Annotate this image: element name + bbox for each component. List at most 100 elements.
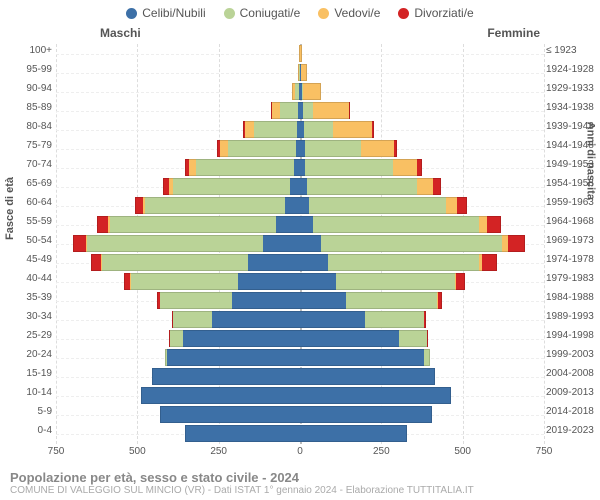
bar-male [271, 102, 300, 119]
segment-cel [300, 311, 365, 328]
bar-female [300, 45, 302, 62]
x-tick-label: 750 [48, 446, 65, 457]
bar-female [300, 368, 435, 385]
segment-div [349, 102, 350, 119]
bar-male [135, 197, 300, 214]
bar-male [152, 368, 300, 385]
x-tick-label: 0 [297, 446, 303, 457]
gridline-vertical [544, 44, 545, 444]
segment-cel [263, 235, 300, 252]
legend-dot-celibi [126, 8, 137, 19]
bar-female [300, 425, 407, 442]
segment-cel [152, 368, 300, 385]
legend-dot-vedovi [318, 8, 329, 19]
segment-div [372, 121, 374, 138]
segment-con [305, 159, 393, 176]
legend-label-divorziati: Divorziati/e [414, 6, 473, 20]
segment-cel [300, 368, 435, 385]
pyramid-row: 50-541969-1973 [56, 234, 544, 253]
birth-year-label: 1984-1988 [546, 293, 598, 303]
segment-con [196, 159, 294, 176]
header-female: Femmine [487, 26, 540, 40]
age-label: 45-49 [8, 255, 52, 265]
segment-con [336, 273, 455, 290]
bar-male [169, 330, 300, 347]
age-label: 20-24 [8, 350, 52, 360]
pyramid-row: 70-741949-1953 [56, 158, 544, 177]
segment-div [457, 197, 467, 214]
age-label: 75-79 [8, 141, 52, 151]
segment-cel [300, 216, 313, 233]
segment-con [102, 254, 248, 271]
age-label: 35-39 [8, 293, 52, 303]
segment-con [228, 140, 296, 157]
birth-year-label: 1964-1968 [546, 217, 598, 227]
birth-year-label: 1929-1933 [546, 84, 598, 94]
segment-ved [393, 159, 417, 176]
pyramid-row: 75-791944-1948 [56, 139, 544, 158]
age-label: 25-29 [8, 331, 52, 341]
pyramid-row: 80-841939-1943 [56, 120, 544, 139]
segment-div [91, 254, 101, 271]
segment-cel [300, 406, 432, 423]
bar-female [300, 102, 350, 119]
pyramid-row: 65-691954-1958 [56, 177, 544, 196]
age-label: 10-14 [8, 388, 52, 398]
segment-div [438, 292, 443, 309]
bar-male [97, 216, 300, 233]
age-label: 50-54 [8, 236, 52, 246]
segment-ved [301, 64, 308, 81]
segment-div [417, 159, 422, 176]
segment-con [328, 254, 479, 271]
legend-dot-divorziati [398, 8, 409, 19]
bar-male [157, 292, 300, 309]
birth-year-label: 2014-2018 [546, 407, 598, 417]
bar-male [165, 349, 300, 366]
segment-con [313, 216, 479, 233]
bar-female [300, 254, 497, 271]
legend-item-divorziati: Divorziati/e [398, 6, 473, 20]
age-label: 95-99 [8, 65, 52, 75]
birth-year-label: 1944-1948 [546, 141, 598, 151]
x-tick-label: 750 [536, 446, 553, 457]
segment-div [433, 178, 440, 195]
segment-ved [446, 197, 457, 214]
segment-con [145, 197, 285, 214]
population-pyramid-chart: Celibi/Nubili Coniugati/e Vedovi/e Divor… [0, 0, 600, 500]
plot-area: 100+≤ 192395-991924-192890-941929-193385… [56, 44, 544, 444]
bar-male [160, 406, 300, 423]
segment-cel [300, 387, 451, 404]
pyramid-row: 10-142009-2013 [56, 386, 544, 405]
segment-cel [300, 254, 328, 271]
bar-female [300, 330, 428, 347]
birth-year-label: 1959-1963 [546, 198, 598, 208]
pyramid-row: 95-991924-1928 [56, 63, 544, 82]
age-label: 60-64 [8, 198, 52, 208]
segment-ved [313, 102, 349, 119]
segment-con [170, 330, 183, 347]
segment-con [173, 178, 290, 195]
birth-year-label: 2009-2013 [546, 388, 598, 398]
pyramid-row: 35-391984-1988 [56, 291, 544, 310]
segment-con [305, 140, 362, 157]
age-label: 90-94 [8, 84, 52, 94]
pyramid-row: 40-441979-1983 [56, 272, 544, 291]
bar-male [124, 273, 300, 290]
bar-male [292, 83, 300, 100]
bar-male [217, 140, 300, 157]
segment-div [482, 254, 497, 271]
segment-div [487, 216, 501, 233]
age-label: 100+ [8, 46, 52, 56]
segment-con [346, 292, 437, 309]
segment-cel [290, 178, 300, 195]
bar-female [300, 140, 397, 157]
segment-div [73, 235, 86, 252]
birth-year-label: 1939-1943 [546, 122, 598, 132]
segment-ved [361, 140, 394, 157]
segment-cel [300, 330, 399, 347]
pyramid-row: 15-192004-2008 [56, 367, 544, 386]
legend-label-celibi: Celibi/Nubili [142, 6, 205, 20]
age-label: 80-84 [8, 122, 52, 132]
birth-year-label: 2004-2008 [546, 369, 598, 379]
segment-cel [300, 273, 336, 290]
